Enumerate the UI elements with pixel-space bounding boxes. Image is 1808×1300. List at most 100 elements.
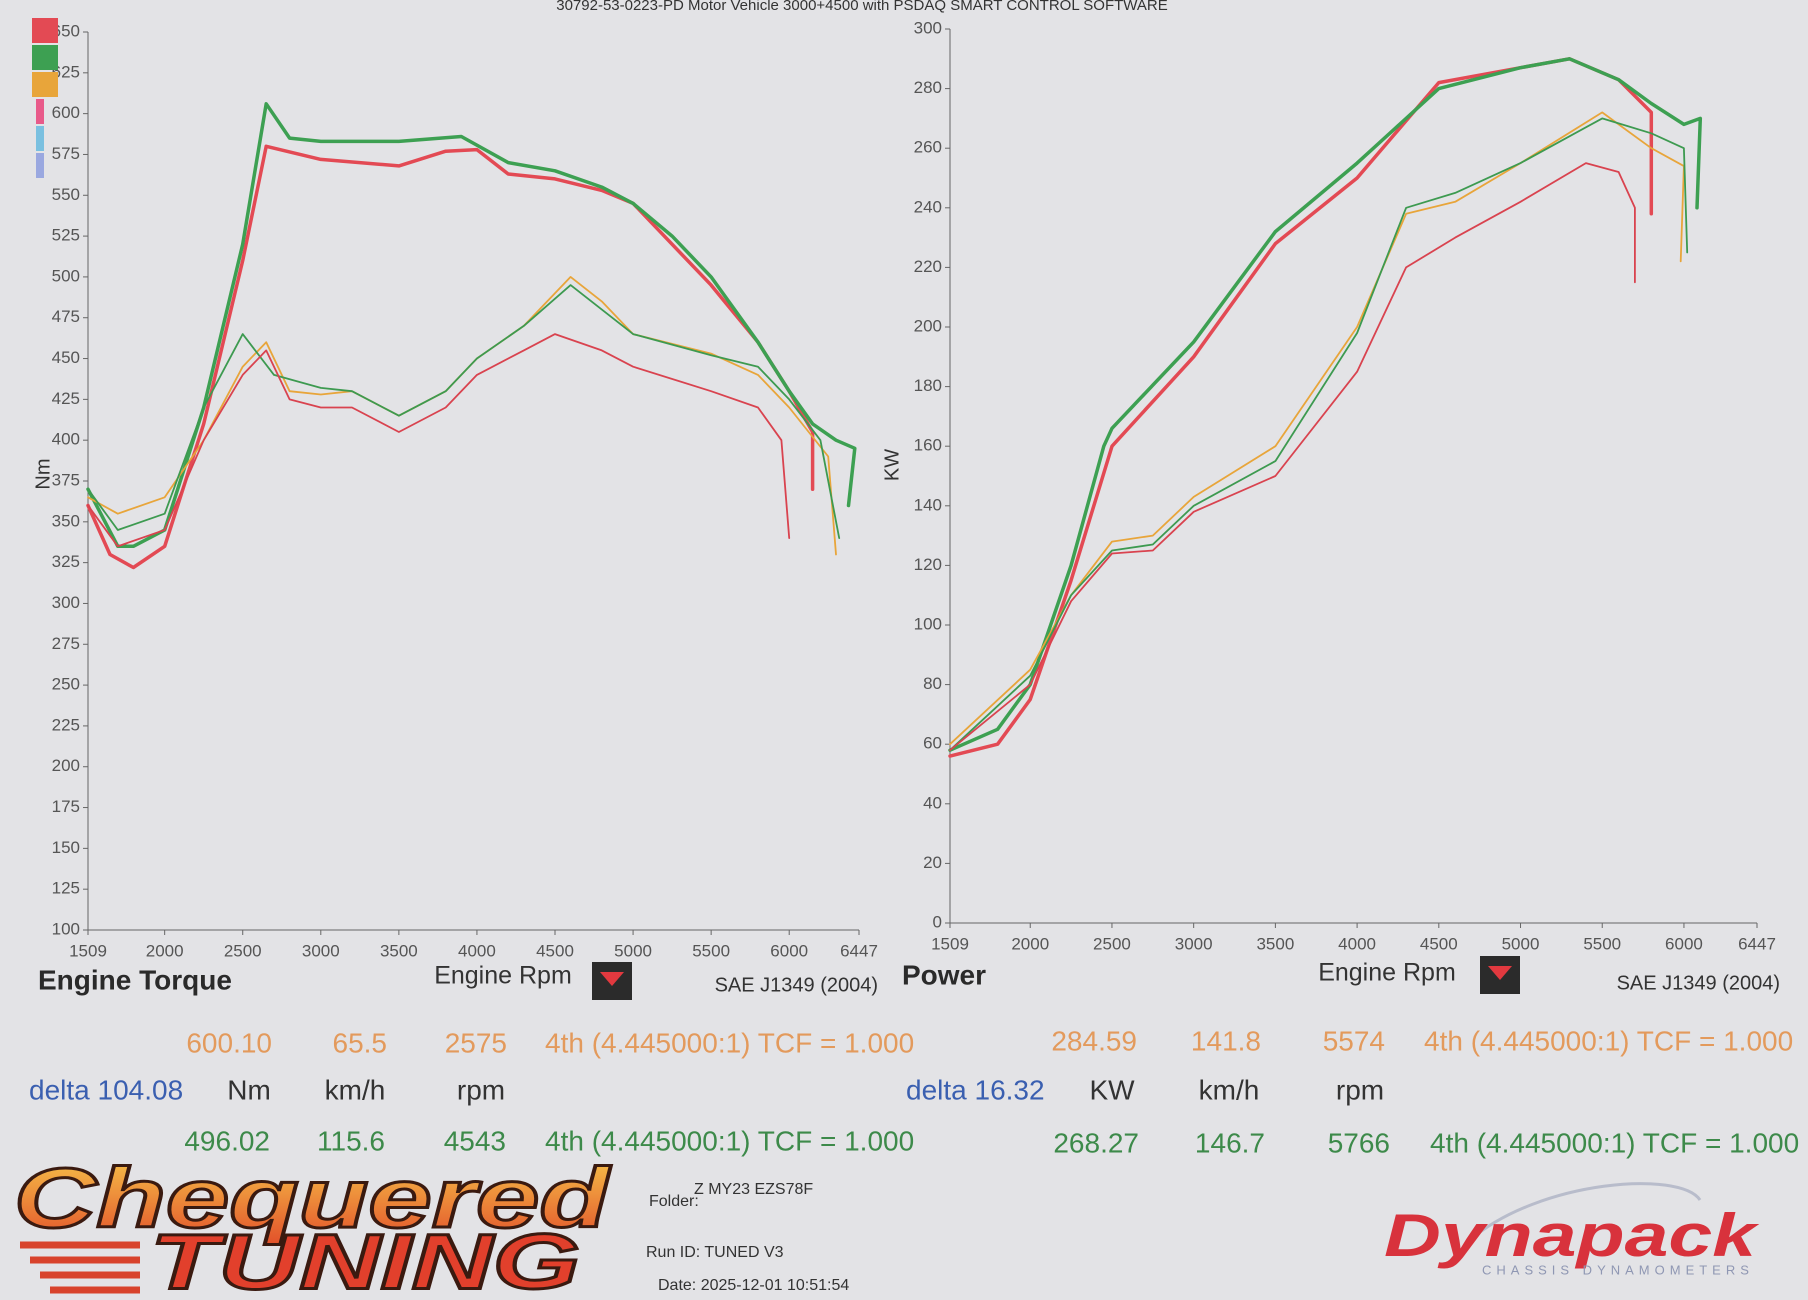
y-tick-label: 260 [914, 138, 942, 157]
x-tick-label: 6000 [770, 941, 808, 960]
readout-value: 115.6 [317, 1125, 385, 1156]
x-tick-label: 5000 [1502, 934, 1540, 953]
readout-unit: Nm [227, 1074, 271, 1105]
y-tick-label: 150 [52, 838, 80, 857]
readout-value: 141.8 [1191, 1025, 1261, 1056]
x-tick-label: 6000 [1665, 934, 1703, 953]
y-tick-label: 375 [52, 470, 80, 489]
readout-value: 5574 [1323, 1025, 1385, 1056]
y-tick-label: 275 [52, 634, 80, 653]
x-tick-label: 3000 [1175, 934, 1213, 953]
y-tick-label: 100 [52, 919, 80, 938]
series-line [949, 117, 1689, 752]
x-tick-label: 3500 [380, 941, 418, 960]
y-tick-label: 280 [914, 78, 942, 97]
readout-unit: rpm [457, 1074, 505, 1105]
readout-delta: delta 16.32 [906, 1074, 1045, 1105]
y-tick-label: 325 [52, 552, 80, 571]
y-tick-label: 425 [52, 389, 80, 408]
x-tick-label: 4000 [458, 941, 496, 960]
x-tick-label: 4000 [1338, 934, 1376, 953]
readout-value: 284.59 [1051, 1025, 1137, 1056]
folder-label: Folder: [649, 1193, 699, 1210]
x-tick-label: 5500 [1583, 934, 1621, 953]
y-tick-label: 160 [914, 436, 942, 455]
y-tick-label: 140 [914, 495, 942, 514]
y-tick-label: 0 [933, 912, 942, 931]
y-tick-label: 120 [914, 555, 942, 574]
readout-value: 2575 [445, 1027, 507, 1058]
x-tick-label: 4500 [1420, 934, 1458, 953]
series-line [86, 144, 815, 570]
legend-swatch [32, 45, 58, 70]
y-tick-label: 175 [52, 797, 80, 816]
readout-gear: 4th (4.445000:1) TCF = 1.000 [545, 1125, 914, 1156]
rpm-dropdown[interactable] [1480, 956, 1520, 994]
y-tick-label: 650 [52, 21, 80, 40]
run-id: Run ID: TUNED V3 [646, 1244, 784, 1261]
y-tick-label: 300 [914, 18, 942, 37]
readout-delta: delta 104.08 [29, 1074, 183, 1105]
x-tick-label: 1509 [69, 941, 107, 960]
legend-swatch [32, 72, 58, 97]
readout-unit: km/h [325, 1074, 386, 1105]
y-tick-label: 80 [923, 674, 942, 693]
y-tick-label: 575 [52, 144, 80, 163]
readout-gear: 4th (4.445000:1) TCF = 1.000 [1424, 1025, 1793, 1056]
y-tick-label: 475 [52, 307, 80, 326]
series-line [949, 162, 1636, 752]
readout-value: 146.7 [1195, 1127, 1265, 1158]
y-tick-label: 220 [914, 257, 942, 276]
y-tick-label: 550 [52, 185, 80, 204]
x-tick-label: 2000 [1011, 934, 1049, 953]
y-tick-label: 125 [52, 879, 80, 898]
x-tick-label: 3000 [302, 941, 340, 960]
chart-title: Engine Torque [38, 964, 232, 995]
y-tick-label: 600 [52, 103, 80, 122]
readout-unit: KW [1089, 1074, 1135, 1105]
readout-value: 4543 [444, 1125, 506, 1156]
legend-swatch [32, 18, 58, 43]
brand-subtitle: CHASSIS DYNAMOMETERS [1482, 1262, 1754, 1277]
series-line [87, 284, 841, 539]
y-tick-label: 350 [52, 511, 80, 530]
readout-unit: rpm [1336, 1074, 1384, 1105]
y-axis-label: Nm [32, 458, 54, 489]
y-tick-label: 400 [52, 430, 80, 449]
x-tick-label: 2500 [1093, 934, 1131, 953]
legend-swatch [36, 153, 44, 178]
chart-title: Power [902, 959, 986, 990]
y-tick-label: 500 [52, 266, 80, 285]
standard: SAE J1349 (2004) [715, 974, 878, 996]
sheet-title: 30792-53-0223-PD Motor Vehicle 3000+4500… [556, 0, 1168, 14]
series-line [86, 102, 857, 549]
x-tick-label: 6447 [840, 941, 878, 960]
y-tick-label: 100 [914, 614, 942, 633]
readout-gear: 4th (4.445000:1) TCF = 1.000 [545, 1027, 914, 1058]
legend-swatch [36, 99, 44, 124]
x-axis-label: Engine Rpm [434, 962, 572, 990]
x-tick-label: 2500 [224, 941, 262, 960]
y-tick-label: 240 [914, 197, 942, 216]
y-tick-label: 200 [52, 756, 80, 775]
series-line [949, 111, 1685, 746]
x-tick-label: 6447 [1738, 934, 1776, 953]
readout-value: 496.02 [184, 1125, 270, 1156]
y-tick-label: 250 [52, 675, 80, 694]
readout-value: 268.27 [1053, 1127, 1139, 1158]
x-tick-label: 4500 [536, 941, 574, 960]
logo-text: Chequered [14, 1151, 611, 1245]
series-line [948, 57, 1654, 758]
x-axis-label: Engine Rpm [1318, 959, 1456, 987]
rpm-dropdown[interactable] [592, 962, 632, 1000]
y-tick-label: 180 [914, 376, 942, 395]
y-tick-label: 300 [52, 593, 80, 612]
series-line [948, 57, 1703, 752]
readout-unit: km/h [1199, 1074, 1260, 1105]
readout-value: 600.10 [186, 1027, 272, 1058]
brand: Dynapack [1384, 1202, 1759, 1269]
run-date: Date: 2025-12-01 10:51:54 [658, 1277, 849, 1294]
y-tick-label: 60 [923, 734, 942, 753]
y-tick-label: 40 [923, 793, 942, 812]
